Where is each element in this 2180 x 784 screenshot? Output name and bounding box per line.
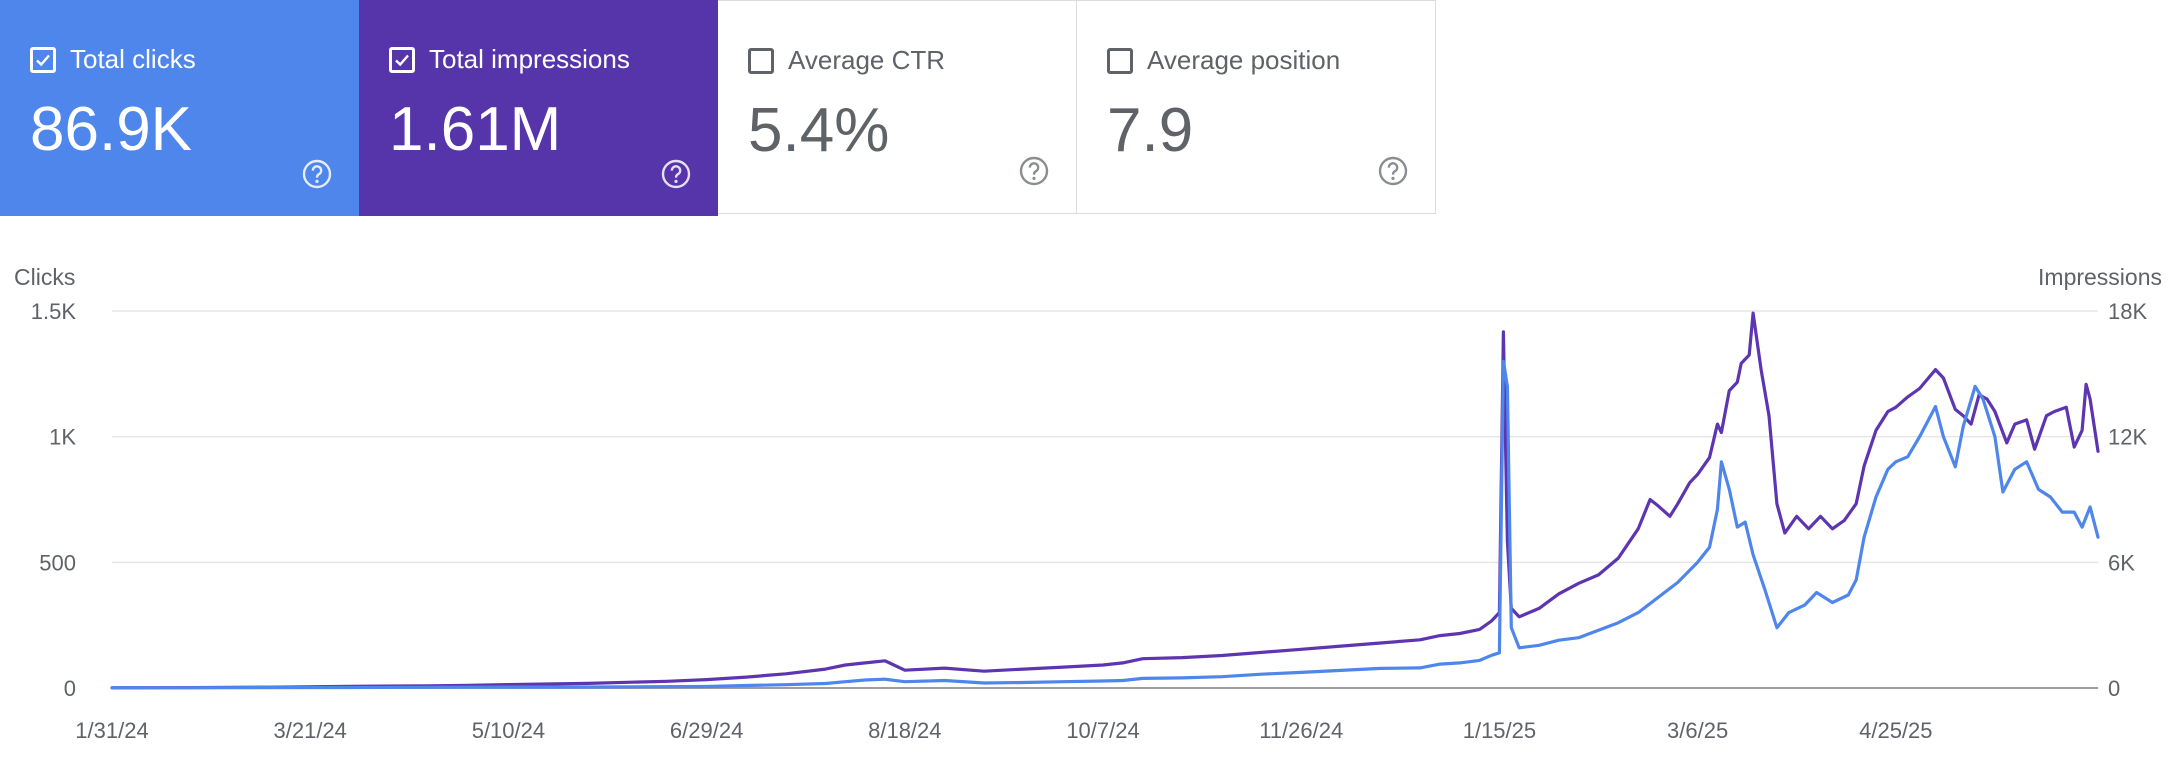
help-icon[interactable] [1018, 155, 1050, 187]
x-tick-label: 8/18/24 [868, 718, 941, 743]
left-axis-title: Clicks [14, 264, 75, 290]
metric-label: Average CTR [788, 45, 946, 75]
left-tick-label: 1.5K [31, 299, 77, 324]
metric-label: Average position [1147, 45, 1341, 75]
x-tick-label: 5/10/24 [472, 718, 545, 743]
line-chart: Clicks Impressions 0 0 500 6K 1K 12K 1.5K 18K 1/31… [14, 264, 2162, 743]
x-tick-label: 6/29/24 [670, 718, 743, 743]
x-tick-label: 1/15/25 [1463, 718, 1536, 743]
checkbox-average-ctr[interactable] [748, 47, 774, 74]
check-icon [395, 54, 409, 66]
right-tick-label: 18K [2108, 299, 2147, 324]
x-tick-label: 1/31/24 [75, 718, 148, 743]
card-header: Average CTR [748, 45, 945, 76]
left-tick-label: 500 [39, 550, 76, 575]
help-icon[interactable] [301, 158, 333, 190]
x-tick-label: 10/7/24 [1066, 718, 1139, 743]
metric-value: 5.4% [748, 96, 890, 165]
metric-value: 86.9K [30, 95, 193, 164]
clicks-series-line [110, 359, 2100, 690]
right-tick-label: 12K [2108, 425, 2147, 450]
check-icon [36, 54, 50, 66]
help-icon[interactable] [660, 158, 692, 190]
metric-card-average-position[interactable]: Average position 7.9 [1077, 0, 1436, 214]
performance-chart: Clicks Impressions 0 0 500 6K 1K 12K 1.5K 18K 1/31… [0, 250, 2180, 770]
x-tick-label: 4/25/25 [1859, 718, 1932, 743]
metric-card-average-ctr[interactable]: Average CTR 5.4% [718, 0, 1077, 214]
x-tick-label: 11/26/24 [1259, 718, 1343, 743]
right-axis-title: Impressions [2038, 264, 2162, 290]
metric-label: Total impressions [429, 44, 630, 74]
impressions-series-line [110, 311, 2100, 690]
checkbox-average-position[interactable] [1107, 47, 1133, 74]
x-tick-label: 3/6/25 [1667, 718, 1728, 743]
metric-label: Total clicks [70, 44, 196, 74]
metric-card-total-clicks[interactable]: Total clicks 86.9K [0, 0, 359, 216]
card-header: Average position [1107, 45, 1340, 76]
left-tick-label: 0 [64, 676, 76, 701]
metric-value: 1.61M [389, 95, 562, 164]
card-header: Total clicks [30, 44, 196, 75]
metric-card-total-impressions[interactable]: Total impressions 1.61M [359, 0, 718, 216]
x-tick-label: 3/21/24 [274, 718, 347, 743]
card-header: Total impressions [389, 44, 630, 75]
help-icon[interactable] [1377, 155, 1409, 187]
metric-value: 7.9 [1107, 96, 1194, 165]
checkbox-total-impressions[interactable] [389, 46, 415, 73]
checkbox-total-clicks[interactable] [30, 46, 56, 73]
left-tick-label: 1K [49, 425, 76, 450]
right-tick-label: 6K [2108, 550, 2135, 575]
metric-cards: Total clicks 86.9K Total impressions 1.6… [0, 0, 1436, 216]
right-tick-label: 0 [2108, 676, 2120, 701]
